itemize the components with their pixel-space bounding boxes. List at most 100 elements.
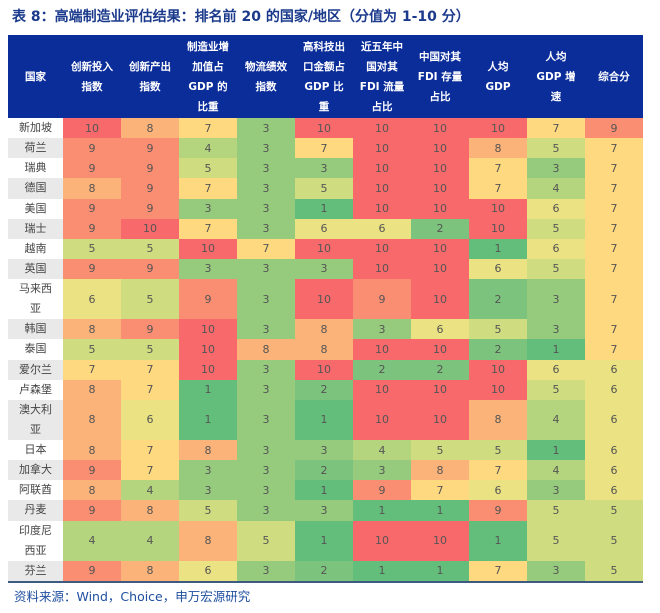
score-cell: 3: [237, 319, 295, 340]
score-cell: 3: [353, 460, 411, 481]
score-cell: 10: [353, 258, 411, 279]
country-name: 荷兰: [8, 138, 63, 159]
score-cell: 10: [63, 118, 121, 139]
score-cell: 1: [295, 399, 353, 440]
score-cell: 5: [121, 279, 179, 320]
header-manufacturing-share: 制造业增 加值占 GDP 的 比重: [187, 40, 229, 113]
score-cell: 3: [237, 158, 295, 179]
score-cell: 10: [469, 118, 527, 139]
table-row: 澳大利 亚 8 6 1 3 1 10 10 8 4 6: [8, 399, 643, 440]
country-name: 印度尼 西亚: [8, 520, 63, 561]
source-note: 资料来源：Wind，Choice，申万宏源研究: [14, 589, 251, 604]
score-cell: 6: [527, 359, 585, 380]
score-cell: 9: [63, 138, 121, 159]
country-name: 芬兰: [8, 560, 63, 581]
table-body: 新加坡 10 8 7 3 10 10 10 10 7 9 荷兰 9 9 4 3 7 10 10 8 5 7 瑞典 9 9 5 3 3 1…: [8, 118, 643, 581]
score-cell: 8: [121, 118, 179, 139]
score-cell: 6: [469, 480, 527, 501]
score-cell: 1: [353, 560, 411, 581]
score-cell: 2: [411, 359, 469, 380]
score-cell: 9: [353, 480, 411, 501]
score-cell: 4: [527, 399, 585, 440]
score-cell: 5: [63, 238, 121, 259]
score-cell: 5: [469, 319, 527, 340]
score-cell: 5: [469, 440, 527, 461]
score-cell: 9: [63, 258, 121, 279]
score-cell: 2: [353, 359, 411, 380]
score-cell: 6: [121, 399, 179, 440]
table-row: 德国 8 9 7 3 5 10 10 7 4 7: [8, 178, 643, 199]
score-cell: 10: [295, 279, 353, 320]
score-cell: 9: [353, 279, 411, 320]
score-cell: 2: [295, 560, 353, 581]
score-cell: 6: [411, 319, 469, 340]
score-cell: 8: [63, 178, 121, 199]
score-cell: 5: [179, 500, 237, 521]
score-cell: 7: [469, 178, 527, 199]
score-cell: 10: [179, 319, 237, 340]
score-cell: 4: [179, 138, 237, 159]
score-cell: 10: [295, 359, 353, 380]
score-cell: 3: [527, 158, 585, 179]
evaluation-table: 国家 创新投入 指数 创新产出 指数 制造业增 加值占 GDP 的 比重 物流绩…: [8, 35, 643, 583]
score-cell: 10: [179, 359, 237, 380]
score-cell: 10: [295, 238, 353, 259]
score-cell: 4: [353, 440, 411, 461]
score-cell: 10: [353, 158, 411, 179]
score-cell: 1: [295, 480, 353, 501]
table-row: 卢森堡 8 7 1 3 2 10 10 10 5 6: [8, 379, 643, 400]
score-cell: 3: [353, 319, 411, 340]
country-name: 韩国: [8, 319, 63, 340]
score-cell: 6: [585, 440, 643, 461]
country-name: 日本: [8, 440, 63, 461]
score-cell: 7: [469, 560, 527, 581]
score-cell: 10: [353, 339, 411, 360]
country-name: 美国: [8, 198, 63, 219]
score-cell: 2: [469, 279, 527, 320]
score-cell: 9: [63, 500, 121, 521]
score-cell: 7: [585, 218, 643, 239]
score-cell: 9: [121, 198, 179, 219]
table-bottom-border: [8, 580, 643, 583]
score-cell: 10: [469, 379, 527, 400]
score-cell: 7: [585, 319, 643, 340]
score-cell: 8: [411, 460, 469, 481]
score-cell: 7: [469, 158, 527, 179]
score-cell: 6: [295, 218, 353, 239]
score-cell: 10: [411, 258, 469, 279]
score-cell: 5: [527, 138, 585, 159]
score-cell: 3: [237, 379, 295, 400]
country-name: 德国: [8, 178, 63, 199]
country-name: 马来西 亚: [8, 279, 63, 320]
score-cell: 10: [469, 218, 527, 239]
score-cell: 3: [237, 118, 295, 139]
table-row: 芬兰 9 8 6 3 2 1 1 7 3 5: [8, 560, 643, 581]
table-row: 印度尼 西亚 4 4 8 5 1 10 10 1 5 5: [8, 520, 643, 561]
table-row: 泰国 5 5 10 8 8 10 10 2 1 7: [8, 339, 643, 360]
score-cell: 3: [237, 218, 295, 239]
score-cell: 9: [121, 158, 179, 179]
score-cell: 5: [179, 158, 237, 179]
score-cell: 7: [179, 118, 237, 139]
score-cell: 7: [295, 138, 353, 159]
score-cell: 6: [353, 218, 411, 239]
score-cell: 1: [353, 500, 411, 521]
score-cell: 4: [121, 520, 179, 561]
score-cell: 4: [527, 178, 585, 199]
country-name: 阿联酋: [8, 480, 63, 501]
country-name: 澳大利 亚: [8, 399, 63, 440]
score-cell: 10: [179, 339, 237, 360]
score-cell: 7: [121, 460, 179, 481]
score-cell: 6: [585, 359, 643, 380]
country-name: 越南: [8, 238, 63, 259]
table-row: 荷兰 9 9 4 3 7 10 10 8 5 7: [8, 138, 643, 159]
score-cell: 5: [527, 258, 585, 279]
score-cell: 6: [585, 460, 643, 481]
table-row: 瑞典 9 9 5 3 3 10 10 7 3 7: [8, 158, 643, 179]
header-logistics: 物流绩效 指数: [245, 60, 287, 93]
score-cell: 8: [63, 399, 121, 440]
score-cell: 7: [585, 279, 643, 320]
score-cell: 10: [411, 118, 469, 139]
table-row: 瑞士 9 10 7 3 6 6 2 10 5 7: [8, 218, 643, 239]
score-cell: 8: [63, 480, 121, 501]
